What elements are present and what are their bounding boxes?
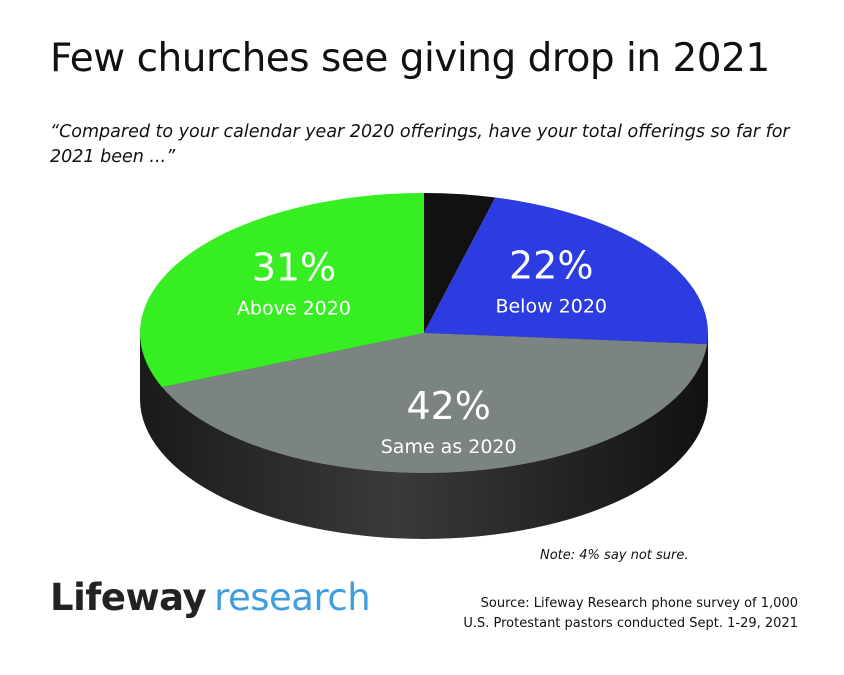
- slice-category-label: Same as 2020: [381, 436, 517, 458]
- lifeway-research-logo: Lifeway research: [50, 576, 371, 619]
- slice-category-label: Above 2020: [237, 297, 351, 319]
- source-line-2: U.S. Protestant pastors conducted Sept. …: [463, 616, 798, 631]
- source-note: Source: Lifeway Research phone survey of…: [463, 594, 798, 634]
- chart-title: Few churches see giving drop in 2021: [50, 36, 770, 81]
- slice-percent-label: 42%: [406, 384, 490, 428]
- pie-slice-below-2020: [424, 197, 708, 345]
- pie-slice-same-as-2020: [162, 333, 708, 474]
- chart-note: Note: 4% say not sure.: [540, 548, 689, 563]
- pie-slice-not-sure: [424, 193, 496, 333]
- slice-percent-label: 31%: [252, 245, 336, 289]
- pie-slice-above-2020: [139, 193, 425, 388]
- source-line-1: Source: Lifeway Research phone survey of…: [480, 596, 798, 611]
- chart-subtitle: “Compared to your calendar year 2020 off…: [50, 122, 790, 167]
- slice-category-label: Below 2020: [495, 295, 607, 317]
- slice-percent-label: 22%: [509, 243, 593, 287]
